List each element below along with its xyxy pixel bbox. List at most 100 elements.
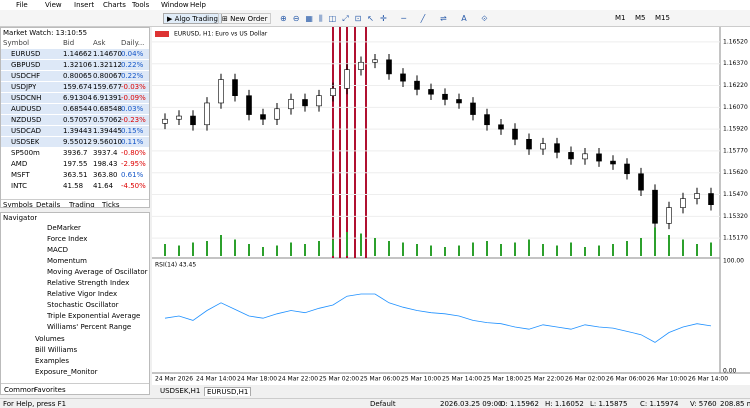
- folder[interactable]: Examples: [35, 357, 70, 365]
- menu-item[interactable]: Insert: [74, 1, 95, 9]
- tree-item[interactable]: DeMarker: [47, 224, 81, 232]
- candle-body: [162, 118, 168, 124]
- chart: EURUSD, H1: Euro vs US Dollar RSI(14) 43…: [152, 27, 750, 385]
- cell: -0.80%: [121, 149, 146, 157]
- cell: USDSEK: [11, 138, 40, 146]
- new-order-button[interactable]: ⊞ New Order: [218, 13, 272, 24]
- x-tick-label: 24 Mar 18:00: [237, 376, 277, 383]
- candle-body: [442, 93, 448, 100]
- timeframe[interactable]: M1: [615, 14, 626, 22]
- tree: DeMarker Force Index MACD Momentum Moving Av…: [1, 224, 149, 382]
- x-tick-label: 24 Mar 2026: [155, 376, 193, 383]
- folder[interactable]: Bill Williams: [35, 346, 78, 354]
- algo-trading-button[interactable]: ▶ Algo Trading: [163, 13, 222, 24]
- rsi-tick-label: 0.00: [723, 368, 737, 375]
- candle-body: [428, 89, 434, 95]
- tree-item[interactable]: Force Index: [47, 235, 88, 243]
- cell: -0.23%: [121, 116, 146, 124]
- row[interactable]: NZDUSD 0.57057 0.57062 -0.23%: [1, 115, 149, 125]
- chart-tab[interactable]: EURUSD,H1: [204, 387, 252, 396]
- menu-item[interactable]: Tools: [132, 1, 150, 9]
- toolbar: ▶ Algo Trading ⊞ New Order ⊕⊖▦⫼◫⤢⊡↖✛ ─ ╱…: [0, 10, 750, 27]
- candle-body: [330, 88, 336, 96]
- chart-title: EURUSD, H1: Euro vs US Dollar: [174, 31, 268, 38]
- tree-item[interactable]: Moving Average of Oscillator: [47, 268, 148, 276]
- tab[interactable]: Symbols: [3, 201, 33, 208]
- tree-item[interactable]: Stochastic Oscillator: [47, 301, 119, 309]
- cell: 0.15%: [121, 127, 144, 135]
- y-tick-label: 1.16070: [723, 104, 748, 111]
- tab[interactable]: Common: [4, 386, 36, 394]
- tree-item[interactable]: Relative Vigor Index: [47, 290, 118, 298]
- cell: 0.11%: [121, 138, 144, 146]
- menu-item[interactable]: Help: [190, 1, 206, 9]
- x-tick-label: 26 Mar 10:00: [647, 376, 687, 383]
- cell: 159.677: [93, 83, 122, 91]
- folder[interactable]: Exposure_Monitor: [35, 368, 98, 376]
- x-tick-label: 25 Mar 14:00: [442, 376, 482, 383]
- candle-body: [372, 59, 378, 63]
- chart-tabs: USDSEK,H1 EURUSD,H1: [152, 386, 452, 396]
- candle-body: [610, 160, 616, 165]
- tab[interactable]: Trading: [69, 201, 95, 208]
- cell: 0.80065: [63, 72, 92, 80]
- cell: 1.14670: [93, 50, 122, 58]
- panel-title: Market Watch: 13:10:55: [3, 29, 88, 37]
- row[interactable]: SP500m 3936.7 3937.4 -0.80%: [1, 148, 149, 158]
- column-header: Ask: [93, 39, 106, 47]
- tool-icons: ⊕⊖▦⫼◫⤢⊡↖✛ ─ ╱ ⇌ A ⟐: [280, 14, 494, 23]
- cell: 197.55: [63, 160, 88, 168]
- status-item: O: 1.15962: [500, 400, 539, 408]
- tree-item[interactable]: Momentum: [47, 257, 87, 265]
- cell: 6.91304: [63, 94, 92, 102]
- menu-item[interactable]: View: [45, 1, 62, 9]
- candle-body: [204, 102, 210, 126]
- tab[interactable]: Ticks: [102, 201, 120, 208]
- row[interactable]: AUDUSD 0.68544 0.68548 0.03%: [1, 104, 149, 114]
- row[interactable]: INTC 41.58 41.64 -4.50%: [1, 181, 149, 191]
- row[interactable]: GBPUSD 1.32106 1.32112 0.22%: [1, 60, 149, 70]
- cell: INTC: [11, 182, 28, 190]
- row[interactable]: USDCNH 6.91304 6.91391 -0.09%: [1, 93, 149, 103]
- row[interactable]: AMD 197.55 198.43 -2.95%: [1, 159, 149, 169]
- timeframe[interactable]: M15: [655, 14, 670, 22]
- x-tick-label: 25 Mar 06:00: [360, 376, 400, 383]
- menu-item[interactable]: File: [16, 1, 28, 9]
- cell: 9.56010: [93, 138, 122, 146]
- candle-body: [386, 59, 392, 75]
- tree-item[interactable]: MACD: [47, 246, 68, 254]
- tree-item[interactable]: Relative Strength Index: [47, 279, 130, 287]
- tree-item[interactable]: Williams' Percent Range: [47, 323, 132, 331]
- row[interactable]: MSFT 363.51 363.80 0.61%: [1, 170, 149, 180]
- menu-item[interactable]: Charts: [103, 1, 126, 9]
- candle-body: [582, 153, 588, 160]
- row[interactable]: EURUSD 1.14662 1.14670 0.04%: [1, 49, 149, 59]
- cell: 1.32112: [93, 61, 122, 69]
- cell: 1.14662: [63, 50, 92, 58]
- chart-tab[interactable]: USDSEK,H1: [160, 387, 201, 395]
- row[interactable]: USDCHF 0.80065 0.80067 0.22%: [1, 71, 149, 81]
- menu-item[interactable]: Window: [161, 1, 189, 9]
- candle-body: [344, 69, 350, 89]
- row[interactable]: USDSEK 9.55012 9.56010 0.11%: [1, 137, 149, 147]
- row[interactable]: USDJPY 159.674 159.677 -0.03%: [1, 82, 149, 92]
- tab[interactable]: Favorites: [34, 386, 66, 394]
- x-tick-label: 26 Mar 06:00: [606, 376, 646, 383]
- cell: AUDUSD: [11, 105, 42, 113]
- candle-body: [470, 102, 476, 115]
- x-tick-label: 25 Mar 18:00: [483, 376, 523, 383]
- tree-item[interactable]: Triple Exponential Average: [47, 312, 141, 320]
- candle-body: [232, 79, 238, 96]
- row[interactable]: USDCAD 1.39443 1.39445 0.15%: [1, 126, 149, 136]
- navigator: Navigator DeMarker Force Index MACD Momentu…: [0, 212, 150, 395]
- status-item: H: 1.16052: [545, 400, 584, 408]
- cell: -2.95%: [121, 160, 146, 168]
- column-header: Symbol: [3, 39, 30, 47]
- folder[interactable]: Volumes: [35, 335, 65, 343]
- tab[interactable]: Details: [36, 201, 61, 208]
- cell: USDJPY: [11, 83, 37, 91]
- panel-title: Navigator: [3, 214, 38, 222]
- status-bar: For Help, press F1 Default 2026.03.25 09:0…: [0, 398, 750, 408]
- timeframe[interactable]: M5: [635, 14, 646, 22]
- cell: 0.57057: [63, 116, 92, 124]
